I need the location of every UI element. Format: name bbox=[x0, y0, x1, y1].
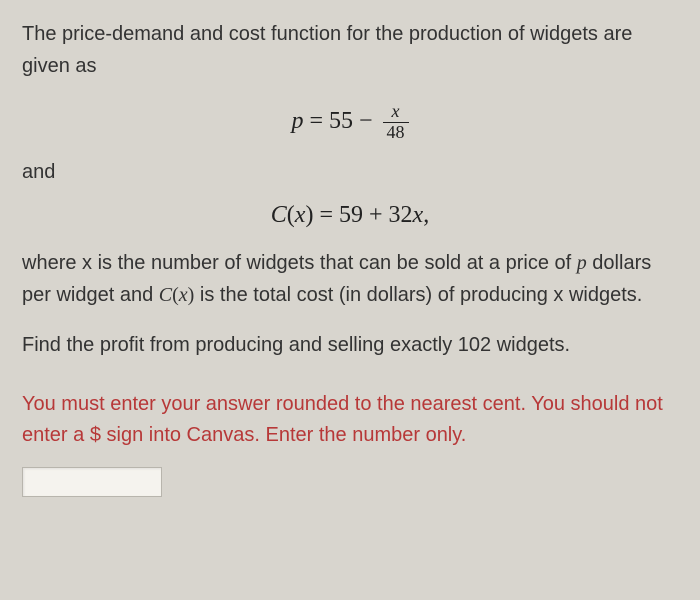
eq2-var: x bbox=[295, 202, 306, 228]
eq2-func: C bbox=[271, 202, 287, 228]
eq2-rhs-var: x bbox=[413, 202, 424, 228]
desc-cx-open: ( bbox=[172, 284, 179, 306]
eq2-equals: = bbox=[313, 202, 339, 228]
question-text: Find the profit from producing and selli… bbox=[22, 329, 678, 361]
eq1-frac-num: x bbox=[383, 102, 409, 123]
instruction-text: You must enter your answer rounded to th… bbox=[22, 389, 678, 451]
desc-cx-var: x bbox=[179, 284, 188, 306]
desc-p-var: p bbox=[577, 252, 587, 274]
desc-p1: where x is the number of widgets that ca… bbox=[22, 252, 577, 274]
eq2-rhs: 59 + 32 bbox=[339, 202, 413, 228]
desc-cx-func: C bbox=[159, 284, 172, 306]
intro-text: The price-demand and cost function for t… bbox=[22, 18, 678, 82]
eq1-constant: 55 bbox=[329, 108, 353, 134]
answer-input[interactable] bbox=[22, 467, 162, 497]
and-label: and bbox=[22, 161, 678, 184]
eq2-open: ( bbox=[287, 202, 295, 228]
eq1-lhs-var: p bbox=[291, 108, 303, 134]
equation-price-demand: p = 55 − x48 bbox=[22, 102, 678, 143]
description-text: where x is the number of widgets that ca… bbox=[22, 247, 678, 311]
eq1-equals: = bbox=[303, 108, 329, 134]
desc-p3: is the total cost (in dollars) of produc… bbox=[194, 284, 642, 306]
eq1-frac-den: 48 bbox=[383, 123, 409, 143]
eq1-fraction: x48 bbox=[383, 102, 409, 143]
eq2-comma: , bbox=[423, 202, 429, 228]
equation-cost: C(x) = 59 + 32x, bbox=[22, 202, 678, 229]
eq1-minus: − bbox=[353, 108, 379, 134]
